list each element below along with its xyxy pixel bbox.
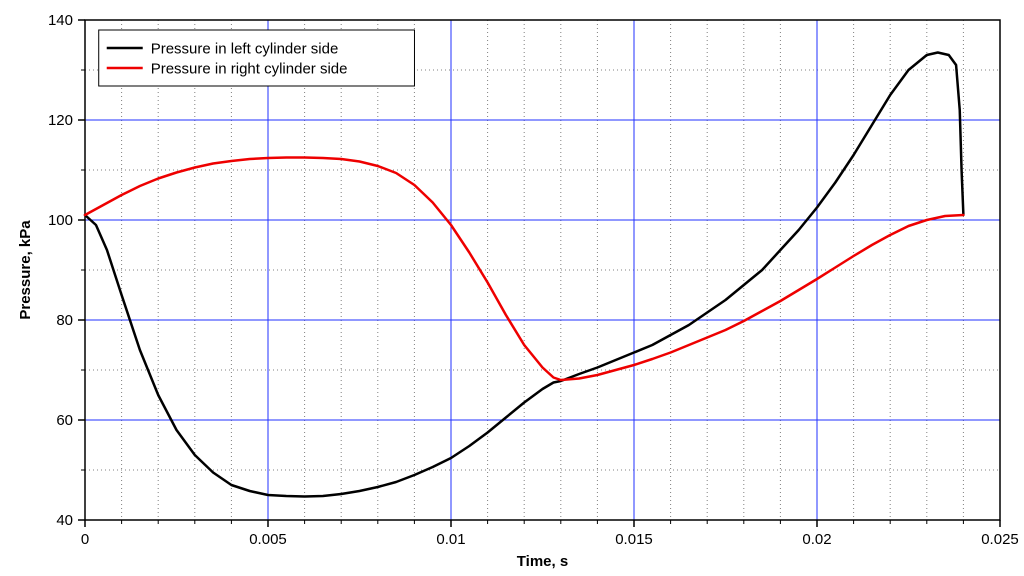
svg-text:60: 60 — [56, 412, 73, 429]
y-axis-label: Pressure, kPa — [17, 220, 34, 320]
svg-text:140: 140 — [48, 12, 73, 29]
svg-text:0.015: 0.015 — [615, 531, 653, 548]
legend-label-1: Pressure in right cylinder side — [151, 60, 348, 77]
svg-text:0: 0 — [81, 531, 89, 548]
svg-text:80: 80 — [56, 312, 73, 329]
svg-text:0.025: 0.025 — [981, 531, 1019, 548]
svg-text:120: 120 — [48, 112, 73, 129]
legend-label-0: Pressure in left cylinder side — [151, 40, 339, 57]
svg-text:100: 100 — [48, 212, 73, 229]
pressure-chart: 0 0.005 0.01 0.015 0.02 0.025 40 60 80 100 120 140 T… — [0, 0, 1024, 576]
svg-text:0.02: 0.02 — [802, 531, 831, 548]
svg-text:40: 40 — [56, 512, 73, 529]
x-axis-label: Time, s — [517, 553, 568, 570]
svg-text:0.01: 0.01 — [436, 531, 465, 548]
legend: Pressure in left cylinder side Pressure i… — [99, 30, 415, 86]
chart-svg: 0 0.005 0.01 0.015 0.02 0.025 40 60 80 100 120 140 T… — [0, 0, 1024, 576]
svg-text:0.005: 0.005 — [249, 531, 287, 548]
